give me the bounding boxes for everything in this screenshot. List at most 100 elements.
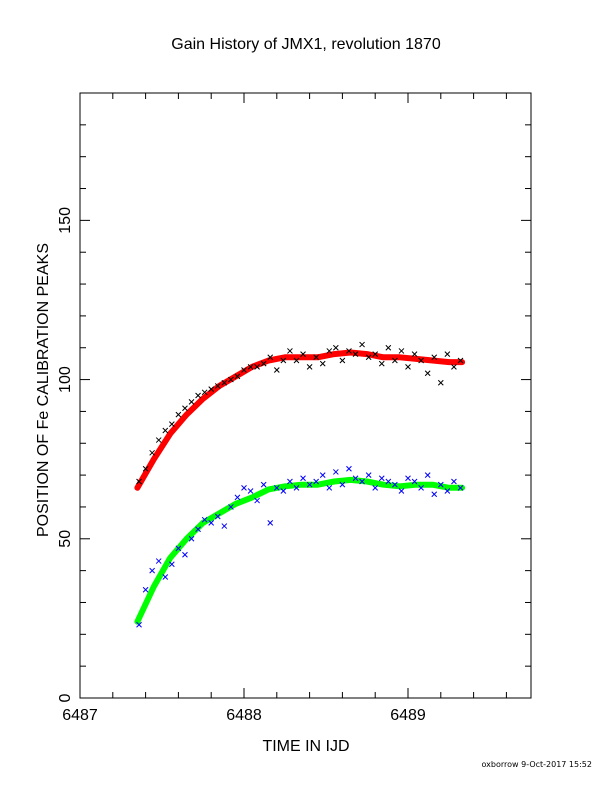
x-axis-label: TIME IN IJD [262, 738, 350, 755]
blue-data-point [365, 472, 372, 478]
point-stroke [319, 472, 326, 478]
black-data-point [162, 427, 169, 434]
point-stroke [228, 504, 234, 510]
blue-data-point [418, 484, 424, 491]
blue-data-point [241, 484, 247, 491]
point-stroke [372, 484, 379, 491]
blue-data-point [287, 478, 293, 485]
blue-data-point [306, 481, 313, 488]
black-data-point [346, 348, 352, 354]
point-stroke [221, 379, 228, 386]
black-data-point [372, 351, 379, 357]
point-stroke [188, 399, 195, 405]
blue-data-point [175, 545, 182, 552]
y-tick-label: 50 [57, 530, 74, 548]
blue-data-point [378, 475, 385, 482]
point-stroke [437, 379, 444, 386]
blue-data-point [293, 484, 300, 491]
blue-data-point [234, 494, 241, 501]
blue-data-point [385, 478, 392, 485]
black-data-point [280, 357, 287, 364]
black-data-point [221, 379, 228, 386]
point-stroke [273, 484, 280, 491]
black-data-point [359, 341, 365, 348]
blue-data-point [444, 488, 451, 494]
point-stroke [444, 488, 451, 494]
blue-data-point [221, 523, 228, 529]
point-stroke [293, 357, 300, 364]
blue-data-point [168, 561, 175, 568]
point-stroke [234, 494, 241, 501]
point-stroke [228, 376, 234, 383]
black-data-point [214, 383, 221, 389]
black-data-point [228, 376, 234, 383]
point-stroke [234, 373, 241, 380]
blue-data-point [431, 491, 438, 498]
point-stroke [359, 341, 365, 348]
blue-data-point [319, 472, 326, 478]
point-stroke [287, 478, 293, 485]
plot-marks [134, 341, 466, 628]
point-stroke [372, 351, 379, 357]
black-data-point [424, 370, 431, 377]
plot-axes: 6487 6488 6489 0 50 100 150 [57, 92, 532, 724]
black-data-point [457, 357, 464, 364]
black-data-point [392, 357, 398, 364]
point-stroke [214, 383, 221, 389]
y-axis-label: POSITION OF Fe CALIBRATION PEAKS [35, 243, 52, 537]
point-stroke [293, 484, 300, 491]
black-data-point [352, 351, 359, 357]
point-stroke [457, 357, 464, 364]
black-data-point [431, 354, 438, 361]
point-stroke [365, 354, 372, 361]
point-stroke [175, 545, 182, 552]
black-data-point [385, 344, 392, 351]
point-stroke [280, 357, 287, 364]
black-data-point [444, 351, 451, 357]
point-stroke [378, 475, 385, 482]
point-stroke [142, 465, 149, 472]
plot-frame [79, 92, 532, 699]
blue-data-point [149, 567, 156, 574]
point-stroke [142, 586, 149, 593]
point-stroke [267, 354, 274, 361]
point-stroke [405, 363, 411, 370]
blue-data-point [142, 586, 149, 593]
black-data-point [260, 360, 267, 367]
point-stroke [273, 367, 280, 373]
y-tick-label: 150 [57, 207, 74, 234]
black-data-point [300, 351, 306, 357]
point-stroke [168, 421, 175, 428]
point-stroke [162, 427, 169, 434]
point-stroke [326, 484, 333, 491]
chart-title: Gain History of JMX1, revolution 1870 [171, 36, 441, 53]
black-data-point [398, 348, 405, 354]
point-stroke [392, 357, 398, 364]
point-stroke [300, 351, 306, 357]
point-stroke [162, 574, 169, 580]
y-tick-label: 100 [57, 366, 74, 393]
point-stroke [149, 567, 156, 574]
point-stroke [168, 561, 175, 568]
point-stroke [392, 481, 398, 488]
black-data-point [155, 437, 162, 443]
point-stroke [221, 523, 228, 529]
black-data-point [293, 357, 300, 364]
blue-data-point [352, 475, 359, 482]
blue-data-point [136, 621, 142, 628]
point-stroke [398, 488, 405, 494]
black-data-point [306, 363, 313, 370]
blue-data-point [247, 488, 254, 494]
black-data-point [313, 354, 320, 361]
black-data-point [287, 348, 293, 354]
blue-data-point [437, 481, 444, 488]
blue-data-point [300, 475, 306, 482]
point-stroke [352, 351, 359, 357]
black-data-point [241, 367, 247, 373]
point-stroke [175, 411, 182, 418]
black-data-point [247, 363, 254, 370]
point-stroke [313, 354, 320, 361]
black-data-point [234, 373, 241, 380]
point-stroke [444, 351, 451, 357]
point-stroke [208, 520, 215, 526]
